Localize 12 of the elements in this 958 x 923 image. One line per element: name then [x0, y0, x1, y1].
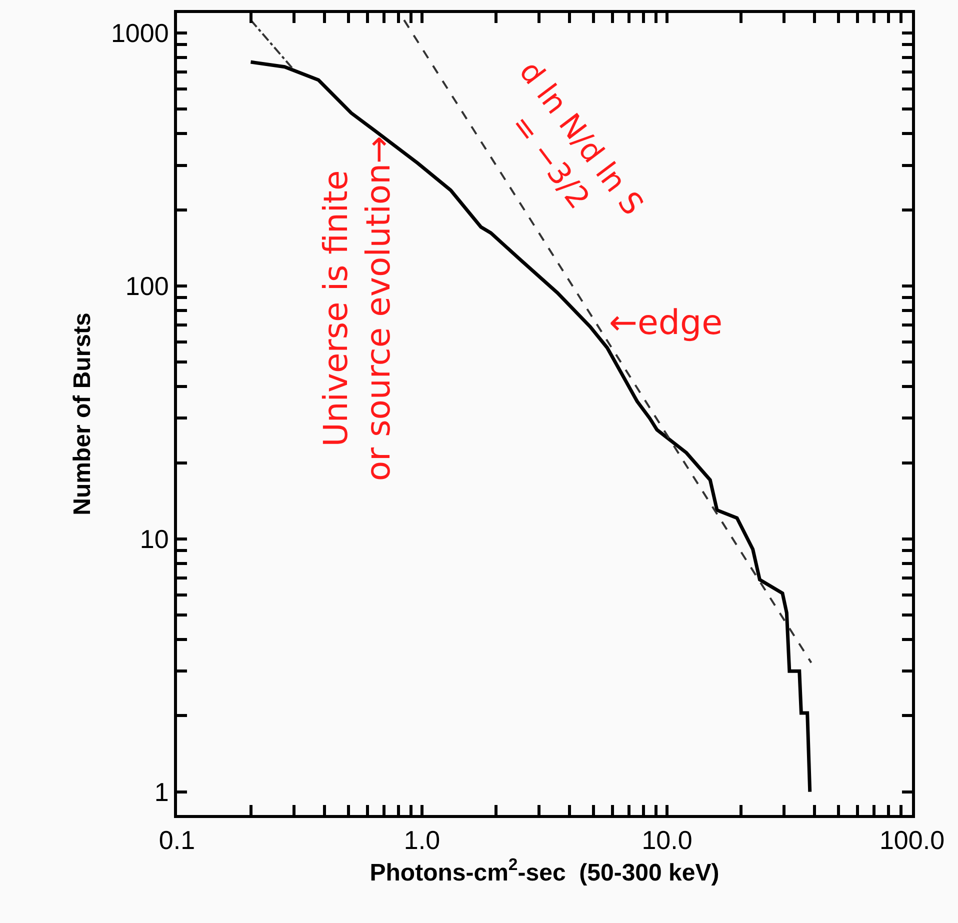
x-tick-label: 1.0 [404, 825, 440, 856]
annotation: ←edge [609, 303, 722, 343]
y-tick-label: 1000 [110, 18, 169, 48]
x-tick-label: 100.0 [879, 825, 945, 856]
x-tick-label: 10.0 [642, 825, 692, 856]
y-tick-label: 100 [125, 271, 169, 302]
annotation: Universe is finite or source evolution→ [316, 136, 398, 482]
y-tick-label: 10 [140, 524, 169, 554]
y-tick-label: 1 [154, 776, 169, 807]
x-axis-title: Photons-cm$^{2}$-sec (50-300 keV) [370, 855, 720, 886]
x-tick-label: 0.1 [158, 825, 196, 856]
y-axis-title: Number of Bursts [69, 312, 96, 516]
